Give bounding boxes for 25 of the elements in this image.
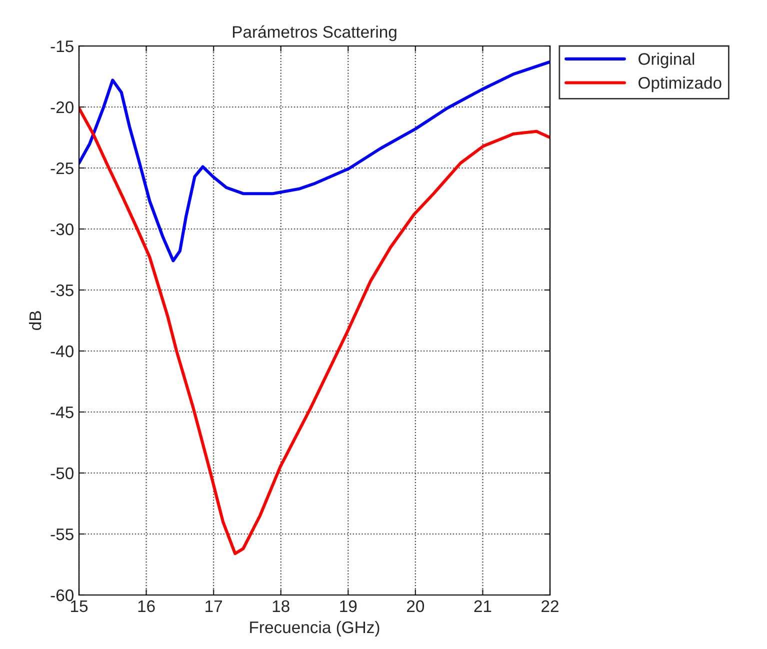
y-tick-label: -40: [50, 345, 74, 358]
y-tick-label: -55: [50, 528, 74, 540]
legend-label: Optimizado: [638, 76, 722, 92]
x-tick-label: 15: [71, 600, 88, 612]
x-tick-label: 22: [542, 600, 558, 612]
x-tick-label: 17: [206, 600, 222, 612]
x-tick-label: 16: [138, 600, 155, 612]
y-tick-label: -25: [50, 162, 74, 174]
line-series: [79, 60, 550, 262]
y-tick-label: -35: [50, 284, 74, 296]
x-axis-title: Frecuencia (GHz): [250, 620, 380, 636]
y-tick-label: -50: [50, 467, 74, 480]
y-tick-label: -45: [50, 406, 74, 418]
y-axis-title: dB: [28, 311, 42, 330]
x-tick-label: 19: [340, 600, 357, 612]
x-tick-label: 20: [407, 600, 424, 612]
y-tick-label: -15: [50, 40, 74, 52]
y-tick-label: -30: [50, 223, 74, 236]
y-tick-label: -60: [50, 589, 74, 602]
chart-title: Parámetros Scattering: [232, 25, 396, 42]
line-series: [79, 106, 550, 556]
x-tick-label: 18: [272, 600, 290, 612]
y-tick-label: -20: [50, 101, 74, 114]
x-tick-label: 21: [474, 600, 492, 612]
legend-label: Original: [638, 52, 694, 68]
